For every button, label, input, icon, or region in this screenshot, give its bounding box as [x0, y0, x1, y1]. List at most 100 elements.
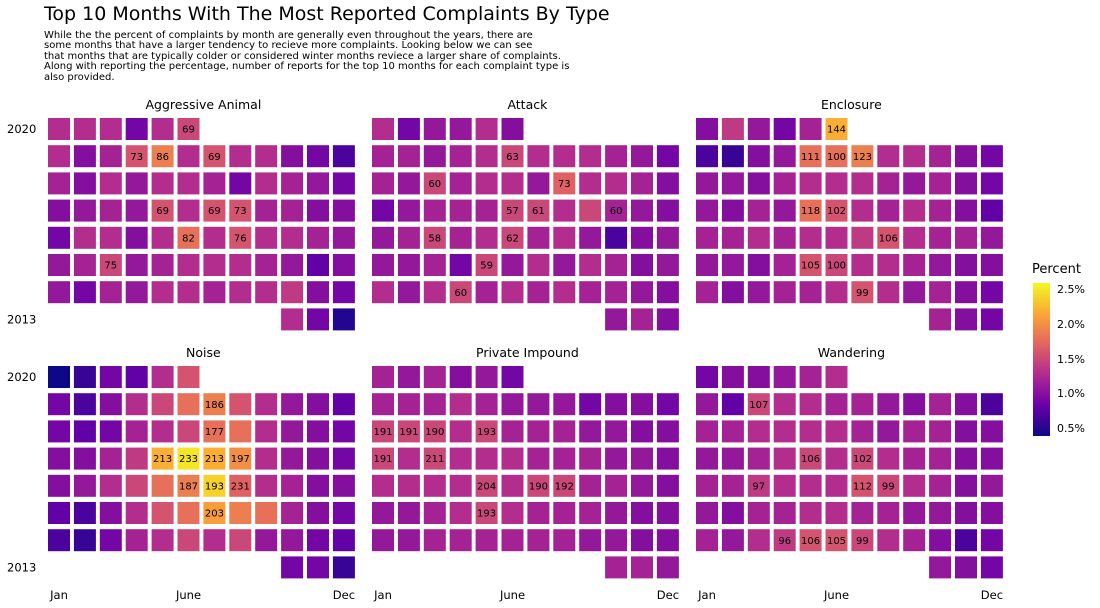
heatmap-cell — [229, 502, 252, 524]
heatmap-cell — [747, 474, 770, 497]
heatmap-cell — [372, 447, 394, 470]
heatmap-cell — [955, 281, 977, 304]
heatmap-cell — [696, 199, 718, 222]
heatmap-cell — [73, 366, 96, 388]
heatmap-cell — [579, 172, 602, 195]
heatmap-cell — [397, 172, 420, 195]
legend-tick-label: 1.5% — [1057, 352, 1085, 366]
heatmap-cell — [825, 199, 848, 222]
heatmap-cell — [527, 420, 550, 443]
heatmap-cell — [307, 281, 329, 304]
heatmap-cell — [255, 199, 278, 222]
heatmap-cell — [721, 366, 744, 388]
heatmap-cell — [281, 393, 304, 416]
heatmap-cell — [48, 420, 70, 443]
heatmap-cell — [825, 420, 848, 443]
cell-count-label: 177 — [205, 427, 224, 438]
heatmap-cell — [177, 447, 200, 470]
heatmap-cell — [773, 254, 796, 276]
heatmap-cell — [903, 420, 926, 443]
heatmap-cell — [99, 118, 122, 140]
heatmap-cell — [501, 502, 524, 524]
heatmap-cell — [527, 474, 550, 497]
y-tick-label: 2013 — [7, 560, 36, 574]
heatmap-cell — [825, 474, 848, 497]
chart-subtitle: While the the percent of complaints by m… — [44, 30, 570, 83]
heatmap-cell — [773, 226, 796, 249]
cell-count-label: 107 — [749, 400, 768, 411]
heatmap-cell — [851, 393, 874, 416]
heatmap-cell — [48, 118, 70, 140]
heatmap-cell — [929, 172, 952, 195]
heatmap-cell — [397, 447, 420, 470]
heatmap-cell — [825, 172, 848, 195]
heatmap-cell — [99, 172, 122, 195]
heatmap-cell — [397, 145, 420, 168]
heatmap-cell — [372, 226, 394, 249]
heatmap-cell — [332, 420, 355, 443]
x-tick-label: Jan — [697, 588, 716, 602]
heatmap-cell — [656, 145, 679, 168]
heatmap-cell — [372, 145, 394, 168]
heatmap-cell — [501, 281, 524, 304]
heatmap-cell — [631, 474, 653, 497]
heatmap-cell — [903, 447, 926, 470]
heatmap-cell — [825, 502, 848, 524]
cell-count-label: 187 — [179, 481, 198, 492]
heatmap-cell — [255, 145, 278, 168]
heatmap-cell — [631, 281, 653, 304]
heatmap-cell — [449, 447, 472, 470]
heatmap-cell — [721, 199, 744, 222]
cell-count-label: 73 — [234, 206, 247, 217]
heatmap-cell — [631, 420, 653, 443]
heatmap-cell — [799, 145, 822, 168]
cell-count-label: 99 — [856, 536, 869, 547]
heatmap-cell — [73, 118, 96, 140]
heatmap-cell — [721, 172, 744, 195]
heatmap-cell — [372, 502, 394, 524]
heatmap-cell — [281, 308, 304, 331]
heatmap-cell — [48, 226, 70, 249]
heatmap-cell — [773, 366, 796, 388]
cell-count-label: 193 — [477, 427, 496, 438]
x-tick-label: Jan — [49, 588, 68, 602]
heatmap-cell — [475, 145, 498, 168]
cell-count-label: 112 — [853, 481, 872, 492]
heatmap-cell — [579, 502, 602, 524]
heatmap-cell — [203, 502, 226, 524]
cell-count-label: 100 — [827, 152, 846, 163]
heatmap-cell — [372, 118, 394, 140]
cell-count-label: 99 — [856, 288, 869, 299]
heatmap-cell — [955, 447, 977, 470]
heatmap-cell — [851, 420, 874, 443]
heatmap-cell — [501, 474, 524, 497]
heatmap-cell — [980, 254, 1003, 276]
heatmap-cell — [553, 254, 576, 276]
x-tick-label: Dec — [657, 588, 679, 602]
panel-title: Attack — [507, 97, 548, 112]
heatmap-cell — [255, 254, 278, 276]
heatmap-cell — [851, 529, 874, 552]
heatmap-cell — [799, 118, 822, 140]
heatmap-cell — [307, 254, 329, 276]
heatmap-cell — [605, 308, 628, 331]
heatmap-cell — [48, 502, 70, 524]
heatmap-cell — [877, 199, 900, 222]
heatmap-cell — [696, 447, 718, 470]
heatmap-cell — [203, 145, 226, 168]
panel-attack: Attack 63 60 73 57 61 60 58 62 59 60 — [372, 97, 679, 331]
heatmap-cell — [423, 529, 446, 552]
heatmap-cell — [229, 529, 252, 552]
heatmap-cell — [307, 420, 329, 443]
cell-count-label: 100 — [827, 261, 846, 272]
cell-count-label: 69 — [208, 206, 221, 217]
heatmap-cell — [475, 226, 498, 249]
heatmap-cell — [475, 529, 498, 552]
heatmap-cell — [372, 474, 394, 497]
heatmap-cell — [99, 226, 122, 249]
heatmap-cell — [203, 393, 226, 416]
heatmap-cell — [605, 281, 628, 304]
heatmap-cell — [605, 529, 628, 552]
heatmap-cell — [99, 145, 122, 168]
heatmap-cell — [825, 447, 848, 470]
